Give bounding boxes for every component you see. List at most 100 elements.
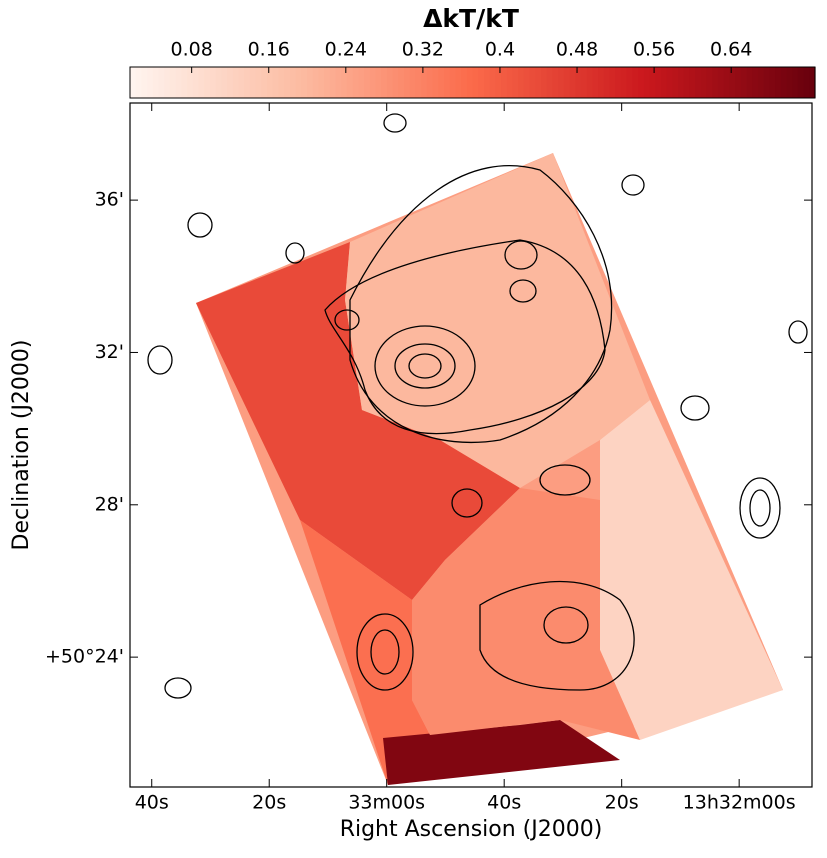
- colorbar-step: [609, 67, 616, 98]
- colorbar-step: [666, 67, 673, 98]
- colorbar-tick-label: 0.24: [325, 39, 367, 61]
- colorbar-step: [341, 67, 348, 98]
- colorbar-step: [415, 67, 422, 98]
- colorbar-step: [632, 67, 639, 98]
- colorbar-step: [152, 67, 160, 98]
- colorbar-step: [432, 67, 439, 98]
- colorbar-step: [580, 67, 588, 98]
- colorbar-tick-label: 0.08: [171, 39, 213, 61]
- colorbar-step: [398, 67, 405, 98]
- contour: [324, 239, 606, 435]
- colorbar-tick-label: 0.48: [556, 39, 598, 61]
- contour: [788, 320, 808, 344]
- colorbar-step: [438, 67, 445, 98]
- colorbar-step: [306, 67, 314, 98]
- colorbar-step: [472, 67, 479, 98]
- contour: [394, 343, 456, 389]
- colorbar-step: [678, 67, 685, 98]
- colorbar-step: [478, 67, 485, 98]
- colorbar-step: [615, 67, 622, 98]
- contour: [408, 353, 442, 379]
- x-tick-label: 20s: [605, 792, 639, 814]
- colorbar-tick-label: 0.56: [633, 39, 675, 61]
- colorbar-step: [626, 67, 633, 98]
- temperature-region: [412, 488, 640, 740]
- colorbar-step: [598, 67, 605, 98]
- colorbar-step: [723, 67, 730, 98]
- y-tick-label: 32': [95, 341, 124, 363]
- colorbar-step: [198, 67, 205, 98]
- colorbar-step: [575, 67, 582, 98]
- colorbar-step: [392, 67, 399, 98]
- colorbar-step: [797, 67, 805, 98]
- contour: [187, 212, 213, 238]
- colorbar-step: [204, 67, 211, 98]
- colorbar-step: [301, 67, 308, 98]
- colorbar-step: [541, 67, 548, 98]
- colorbar-step: [267, 67, 274, 98]
- colorbar-step: [643, 67, 651, 98]
- colorbar-step: [780, 67, 788, 98]
- colorbar-step: [461, 67, 468, 98]
- contour: [349, 165, 613, 444]
- colorbar-step: [187, 67, 194, 98]
- colorbar-frame: [129, 66, 816, 99]
- x-tick-label: 33m00s: [348, 792, 425, 814]
- colorbar-step: [181, 67, 188, 98]
- x-tick-label: 40s: [487, 792, 521, 814]
- colorbar-step: [746, 67, 753, 98]
- temperature-region: [196, 242, 520, 600]
- colorbar-step: [449, 67, 456, 98]
- colorbar-step: [364, 67, 371, 98]
- colorbar-step: [512, 67, 519, 98]
- colorbar-step: [592, 67, 599, 98]
- y-tick-label: 36': [95, 189, 124, 211]
- colorbar-step: [278, 67, 285, 98]
- contour: [164, 677, 192, 699]
- contour: [509, 279, 537, 303]
- colorbar: 0.08 0.16 0.24 0.32 0.4 0.48 0.56 0.64: [129, 39, 816, 99]
- colorbar-step: [809, 67, 816, 98]
- contour: [451, 488, 483, 518]
- colorbar-step: [501, 67, 508, 98]
- contour: [334, 309, 360, 331]
- colorbar-step: [466, 67, 474, 98]
- colorbar-step: [620, 67, 628, 98]
- colorbar-step: [775, 67, 782, 98]
- colorbar-step: [712, 67, 719, 98]
- colorbar-step: [352, 67, 359, 98]
- y-axis-label: Declination (J2000): [9, 340, 34, 551]
- colorbar-step: [221, 67, 228, 98]
- colorbar-tick-label: 0.32: [402, 39, 444, 61]
- temperature-region: [300, 520, 430, 785]
- colorbar-step: [227, 67, 234, 98]
- colorbar-step: [763, 67, 770, 98]
- colorbar-tick-label: 0.64: [710, 39, 752, 61]
- temperature-region: [345, 153, 650, 488]
- contour: [356, 613, 414, 691]
- colorbar-step: [335, 67, 342, 98]
- colorbar-step: [272, 67, 280, 98]
- colorbar-step: [683, 67, 691, 98]
- colorbar-step: [426, 67, 434, 98]
- colorbar-step: [324, 67, 331, 98]
- colorbar-step: [249, 67, 257, 98]
- contour: [504, 240, 538, 270]
- colorbar-tick-label: 0.16: [248, 39, 290, 61]
- colorbar-step: [147, 67, 154, 98]
- colorbar-step: [529, 67, 536, 98]
- colorbar-step: [404, 67, 411, 98]
- colorbar-step: [717, 67, 725, 98]
- colorbar-step: [289, 67, 297, 98]
- colorbar-step: [318, 67, 325, 98]
- map: [196, 153, 783, 785]
- colorbar-step: [135, 67, 143, 98]
- contour: [374, 325, 476, 407]
- colorbar-step: [483, 67, 491, 98]
- colorbar-step: [495, 67, 502, 98]
- colorbar-step: [369, 67, 377, 98]
- colorbar-step: [700, 67, 708, 98]
- colorbar-step: [689, 67, 696, 98]
- colorbar-step: [757, 67, 765, 98]
- colorbar-step: [740, 67, 748, 98]
